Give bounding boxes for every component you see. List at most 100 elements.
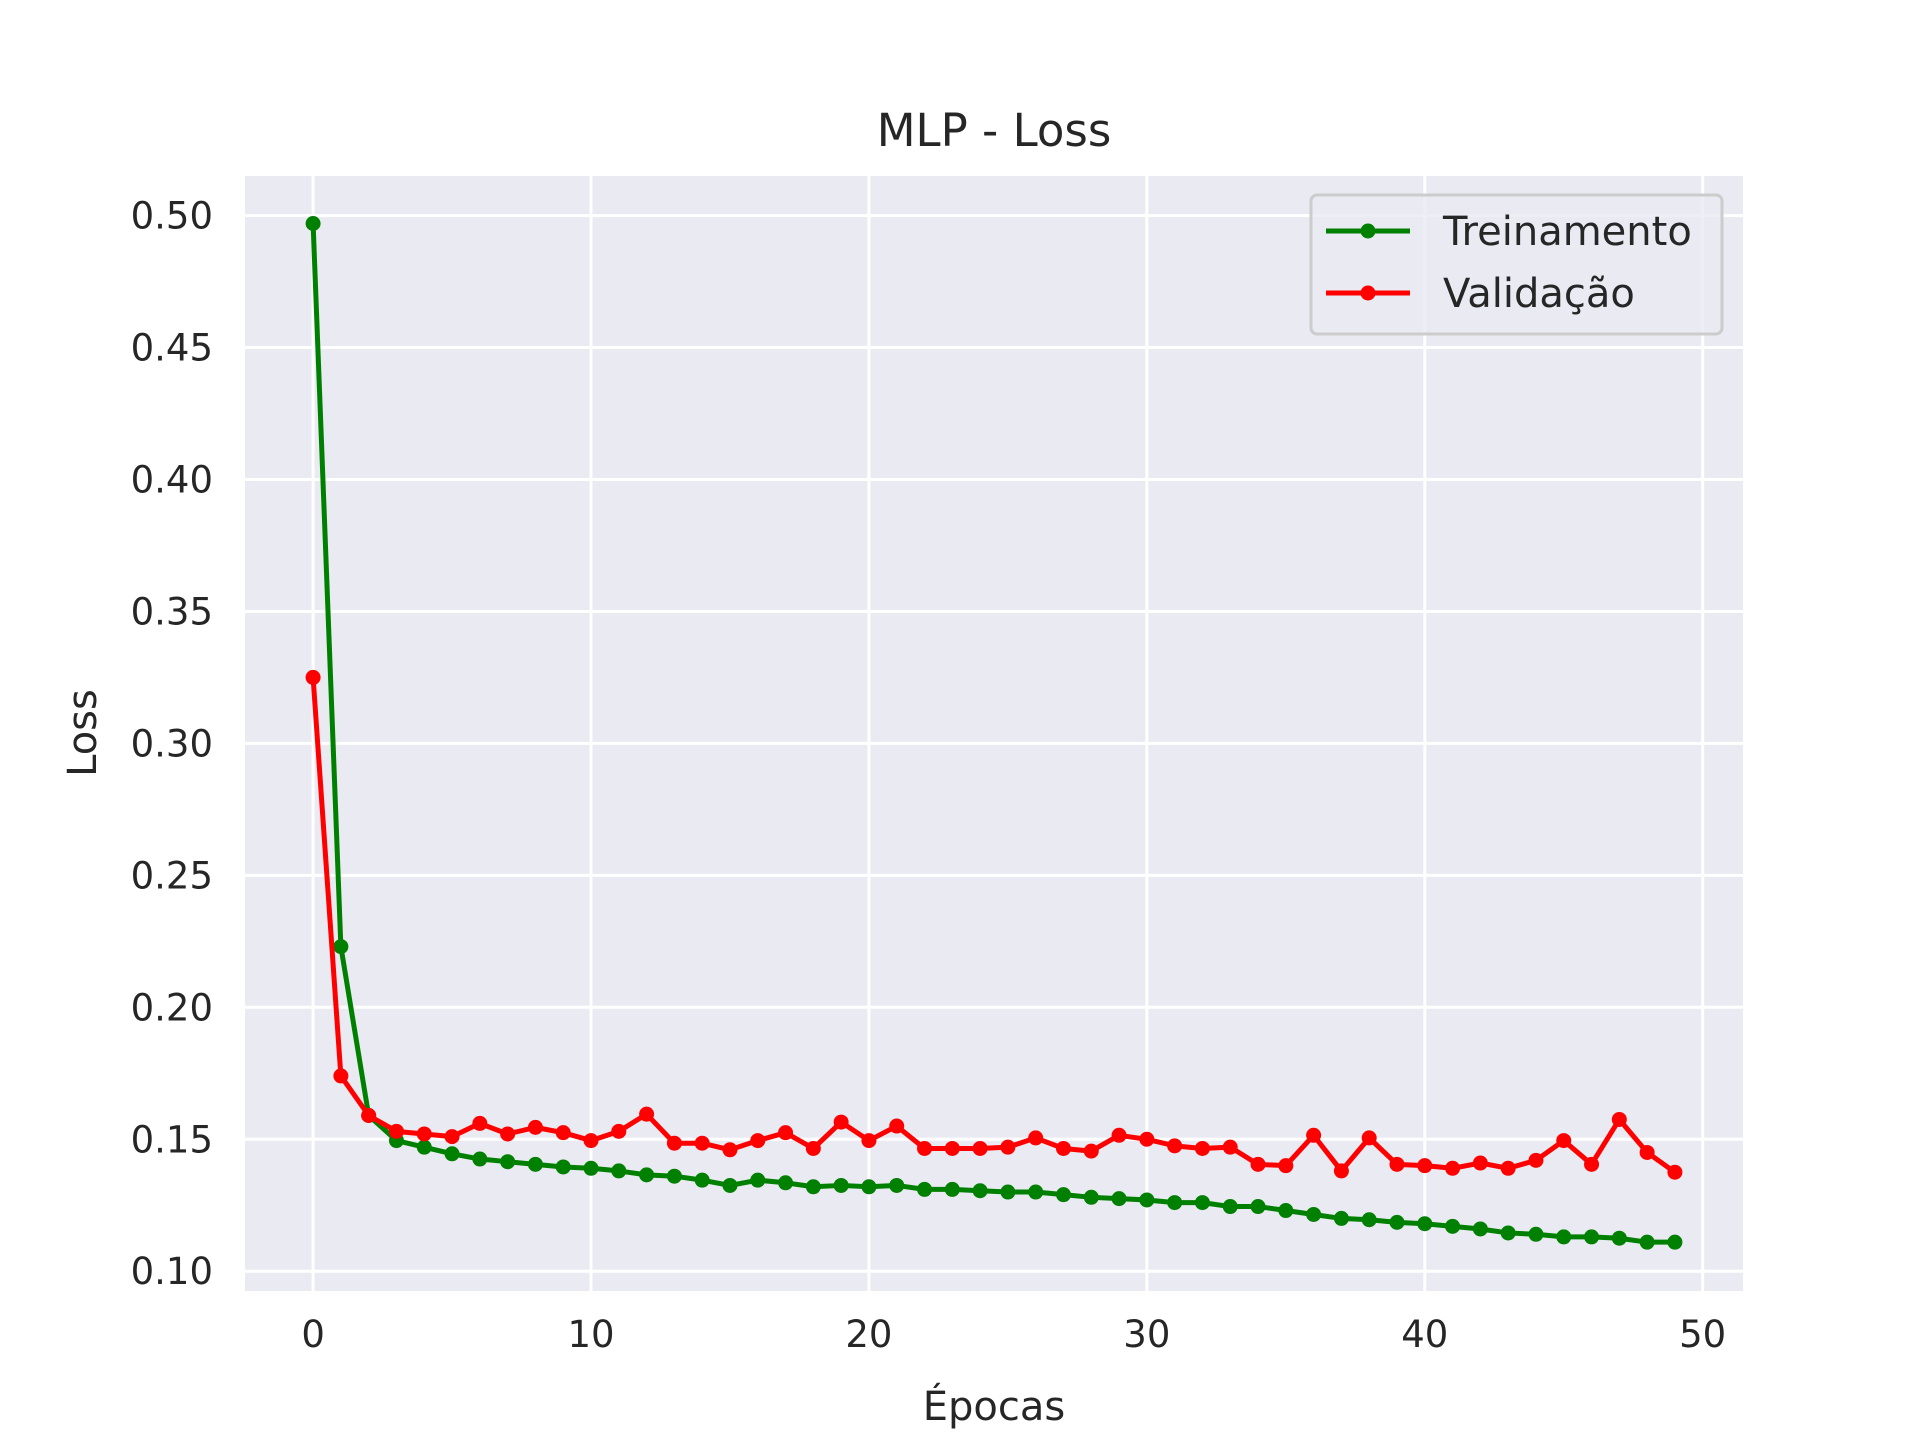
data-point-validacao [388, 1123, 404, 1139]
data-point-validacao [1445, 1160, 1461, 1176]
data-point-validacao [611, 1123, 627, 1139]
data-point-treinamento [833, 1177, 849, 1193]
data-point-treinamento [1500, 1225, 1516, 1241]
y-tick-label: 0.20 [131, 986, 213, 1029]
y-tick-label: 0.25 [131, 854, 213, 897]
data-point-validacao [1111, 1127, 1127, 1143]
data-point-treinamento [1639, 1234, 1655, 1250]
data-point-treinamento [694, 1172, 710, 1188]
data-point-validacao [1250, 1156, 1266, 1172]
data-point-validacao [1055, 1140, 1071, 1156]
data-point-validacao [305, 669, 321, 685]
data-point-treinamento [1611, 1230, 1627, 1246]
data-point-validacao [944, 1140, 960, 1156]
data-point-treinamento [1083, 1189, 1099, 1205]
x-tick-label: 50 [1679, 1313, 1726, 1356]
data-point-validacao [972, 1140, 988, 1156]
data-point-treinamento [1528, 1226, 1544, 1242]
data-point-treinamento [1667, 1234, 1683, 1250]
y-tick-label: 0.50 [131, 195, 213, 238]
data-point-treinamento [416, 1139, 432, 1155]
data-point-validacao [1528, 1152, 1544, 1168]
data-point-treinamento [972, 1183, 988, 1199]
data-point-validacao [1611, 1111, 1627, 1127]
data-point-treinamento [1222, 1199, 1238, 1215]
data-point-validacao [1584, 1156, 1600, 1172]
data-point-treinamento [500, 1154, 516, 1170]
x-tick-label: 0 [301, 1313, 325, 1356]
data-point-treinamento [639, 1167, 655, 1183]
data-point-validacao [889, 1118, 905, 1134]
data-point-treinamento [861, 1179, 877, 1195]
data-point-treinamento [1361, 1212, 1377, 1228]
data-point-validacao [1639, 1144, 1655, 1160]
data-point-validacao [750, 1133, 766, 1149]
data-point-validacao [527, 1119, 543, 1135]
x-tick-label: 20 [845, 1313, 892, 1356]
legend: Treinamento Validação [1309, 193, 1724, 336]
series-layer [305, 216, 1683, 1250]
data-point-treinamento [1278, 1203, 1294, 1219]
data-point-validacao [1472, 1155, 1488, 1171]
data-point-treinamento [1139, 1192, 1155, 1208]
data-point-validacao [1417, 1158, 1433, 1174]
data-point-treinamento [527, 1156, 543, 1172]
data-point-validacao [1389, 1156, 1405, 1172]
data-point-treinamento [944, 1181, 960, 1197]
data-point-treinamento [583, 1160, 599, 1176]
data-point-treinamento [1417, 1216, 1433, 1232]
data-point-treinamento [889, 1177, 905, 1193]
data-point-treinamento [1306, 1206, 1322, 1222]
data-point-validacao [416, 1126, 432, 1142]
x-tick-label: 30 [1123, 1313, 1170, 1356]
data-point-treinamento [305, 216, 321, 231]
legend-label-validacao: Validação [1443, 271, 1635, 317]
legend-label-treinamento: Treinamento [1442, 209, 1692, 255]
data-point-treinamento [611, 1163, 627, 1179]
data-point-treinamento [666, 1168, 682, 1184]
data-point-treinamento [1167, 1195, 1183, 1211]
legend-box [1309, 193, 1724, 336]
data-point-validacao [1028, 1130, 1044, 1146]
y-tick-label: 0.30 [131, 722, 213, 765]
x-axis-label: Épocas [923, 1382, 1065, 1430]
data-point-validacao [805, 1140, 821, 1156]
y-tick-label: 0.40 [131, 458, 213, 501]
data-point-validacao [500, 1126, 516, 1142]
data-point-validacao [861, 1133, 877, 1149]
data-point-treinamento [778, 1175, 794, 1191]
chart-title: MLP - Loss [877, 104, 1112, 157]
data-point-validacao [1306, 1127, 1322, 1143]
data-point-validacao [1083, 1143, 1099, 1159]
data-point-treinamento [1000, 1184, 1016, 1200]
data-point-treinamento [805, 1179, 821, 1195]
y-tick-label: 0.35 [131, 590, 213, 633]
data-point-validacao [1361, 1130, 1377, 1146]
data-point-validacao [1222, 1139, 1238, 1155]
data-point-validacao [1556, 1133, 1572, 1149]
data-point-validacao [639, 1106, 655, 1122]
data-point-treinamento [444, 1146, 460, 1162]
legend-marker-treinamento [1360, 223, 1376, 239]
data-point-validacao [1139, 1131, 1155, 1147]
data-point-treinamento [1556, 1229, 1572, 1245]
data-point-validacao [1167, 1138, 1183, 1154]
legend-marker-validacao [1360, 285, 1376, 301]
data-point-validacao [778, 1125, 794, 1141]
data-point-treinamento [1194, 1195, 1210, 1211]
data-point-validacao [917, 1140, 933, 1156]
data-point-validacao [1000, 1139, 1016, 1155]
data-point-treinamento [1472, 1221, 1488, 1237]
y-tick-label: 0.45 [131, 327, 213, 370]
data-point-validacao [444, 1129, 460, 1145]
data-point-validacao [1278, 1158, 1294, 1174]
data-point-validacao [694, 1135, 710, 1151]
data-point-validacao [1500, 1160, 1516, 1176]
data-point-treinamento [750, 1172, 766, 1188]
data-point-validacao [583, 1133, 599, 1149]
x-axis-ticks: 0 10 20 30 40 50 [301, 1313, 1726, 1356]
data-point-treinamento [1111, 1191, 1127, 1207]
data-point-validacao [833, 1114, 849, 1130]
data-point-treinamento [1389, 1214, 1405, 1230]
